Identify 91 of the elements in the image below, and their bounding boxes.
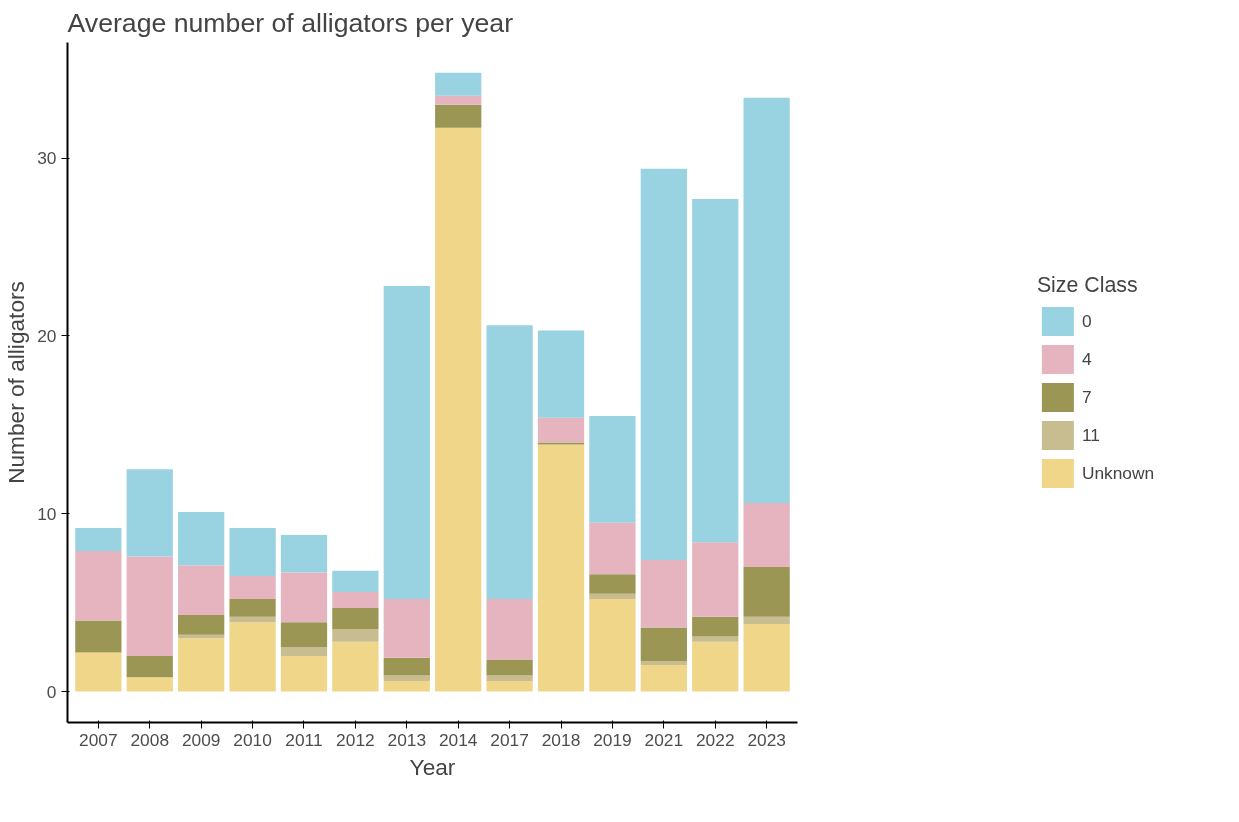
bar <box>280 655 328 692</box>
bar <box>178 565 225 616</box>
bar <box>692 641 739 692</box>
x-tick-label: 2023 <box>747 729 786 750</box>
bar <box>743 97 790 504</box>
bar <box>486 325 533 600</box>
bar <box>435 127 482 692</box>
bar <box>280 535 328 573</box>
x-tick-label: 2011 <box>285 729 323 750</box>
bar <box>280 622 328 648</box>
x-axis-title: Year <box>409 753 456 780</box>
bar <box>435 95 482 105</box>
y-axis-title: Number of alligators <box>3 281 30 484</box>
x-tick-label: 2007 <box>79 729 118 750</box>
bar <box>229 622 276 692</box>
bar <box>126 655 173 678</box>
legend-label: 11 <box>1081 424 1101 446</box>
bar <box>229 575 276 600</box>
x-tick-label: 2008 <box>130 729 170 750</box>
bar <box>280 647 328 656</box>
bar <box>126 556 173 656</box>
bar <box>640 627 687 662</box>
bar <box>640 661 687 665</box>
bar <box>537 417 585 443</box>
x-tick-label: 2014 <box>438 729 478 750</box>
legend-label: Unknown <box>1081 462 1155 484</box>
bar <box>537 330 585 418</box>
bar <box>178 638 225 692</box>
bar <box>332 570 379 592</box>
bar <box>640 559 687 628</box>
bar <box>332 591 379 608</box>
bar <box>692 542 739 617</box>
bar <box>486 680 533 692</box>
bar <box>178 615 225 635</box>
bar <box>435 72 482 96</box>
bar <box>229 616 276 623</box>
bar <box>589 599 636 692</box>
bar <box>332 607 379 630</box>
legend-title: Size Class <box>1036 273 1139 298</box>
x-tick-label: 2017 <box>490 729 529 750</box>
bar <box>692 616 739 637</box>
bar <box>537 444 585 692</box>
x-tick-label: 2022 <box>695 729 735 750</box>
bar <box>75 620 122 653</box>
bar <box>486 599 533 660</box>
bar <box>383 675 430 681</box>
bar <box>589 574 636 594</box>
bar <box>486 659 533 676</box>
y-tick-label: 0 <box>46 681 57 702</box>
bar <box>743 616 790 624</box>
bar <box>126 469 173 557</box>
bar <box>383 680 430 692</box>
bar <box>280 572 328 623</box>
x-tick-label: 2012 <box>336 729 375 750</box>
bar <box>383 657 430 676</box>
bar <box>332 629 379 642</box>
y-tick-label: 20 <box>37 325 57 346</box>
chart-title: Average number of alligators per year <box>67 7 514 38</box>
bar <box>178 511 225 566</box>
x-tick-label: 2021 <box>644 729 684 750</box>
bar <box>743 567 790 617</box>
bar <box>589 593 636 600</box>
x-tick-label: 2019 <box>593 729 632 750</box>
bar <box>126 677 173 692</box>
bar <box>743 503 790 568</box>
bar <box>229 599 276 617</box>
bar <box>75 551 122 621</box>
bar <box>75 652 122 692</box>
y-tick-label: 10 <box>37 503 57 524</box>
legend-label: 4 <box>1081 348 1093 370</box>
bar <box>589 522 636 575</box>
bar <box>589 415 636 523</box>
bar <box>640 664 687 692</box>
bar <box>692 198 739 543</box>
bar <box>640 168 687 560</box>
legend-label: 7 <box>1081 386 1093 408</box>
x-tick-label: 2013 <box>387 729 427 750</box>
bar <box>383 599 430 658</box>
x-tick-label: 2009 <box>181 729 221 750</box>
x-tick-label: 2010 <box>233 729 272 750</box>
bar <box>435 104 482 128</box>
y-tick-label: 30 <box>37 148 57 169</box>
x-tick-label: 2018 <box>541 729 581 750</box>
bar <box>743 623 790 692</box>
bar <box>229 527 276 576</box>
bar <box>383 286 430 600</box>
bar <box>75 527 122 552</box>
bar <box>692 636 739 642</box>
legend-label: 0 <box>1081 310 1093 332</box>
bar <box>486 675 533 681</box>
bar <box>332 641 379 692</box>
